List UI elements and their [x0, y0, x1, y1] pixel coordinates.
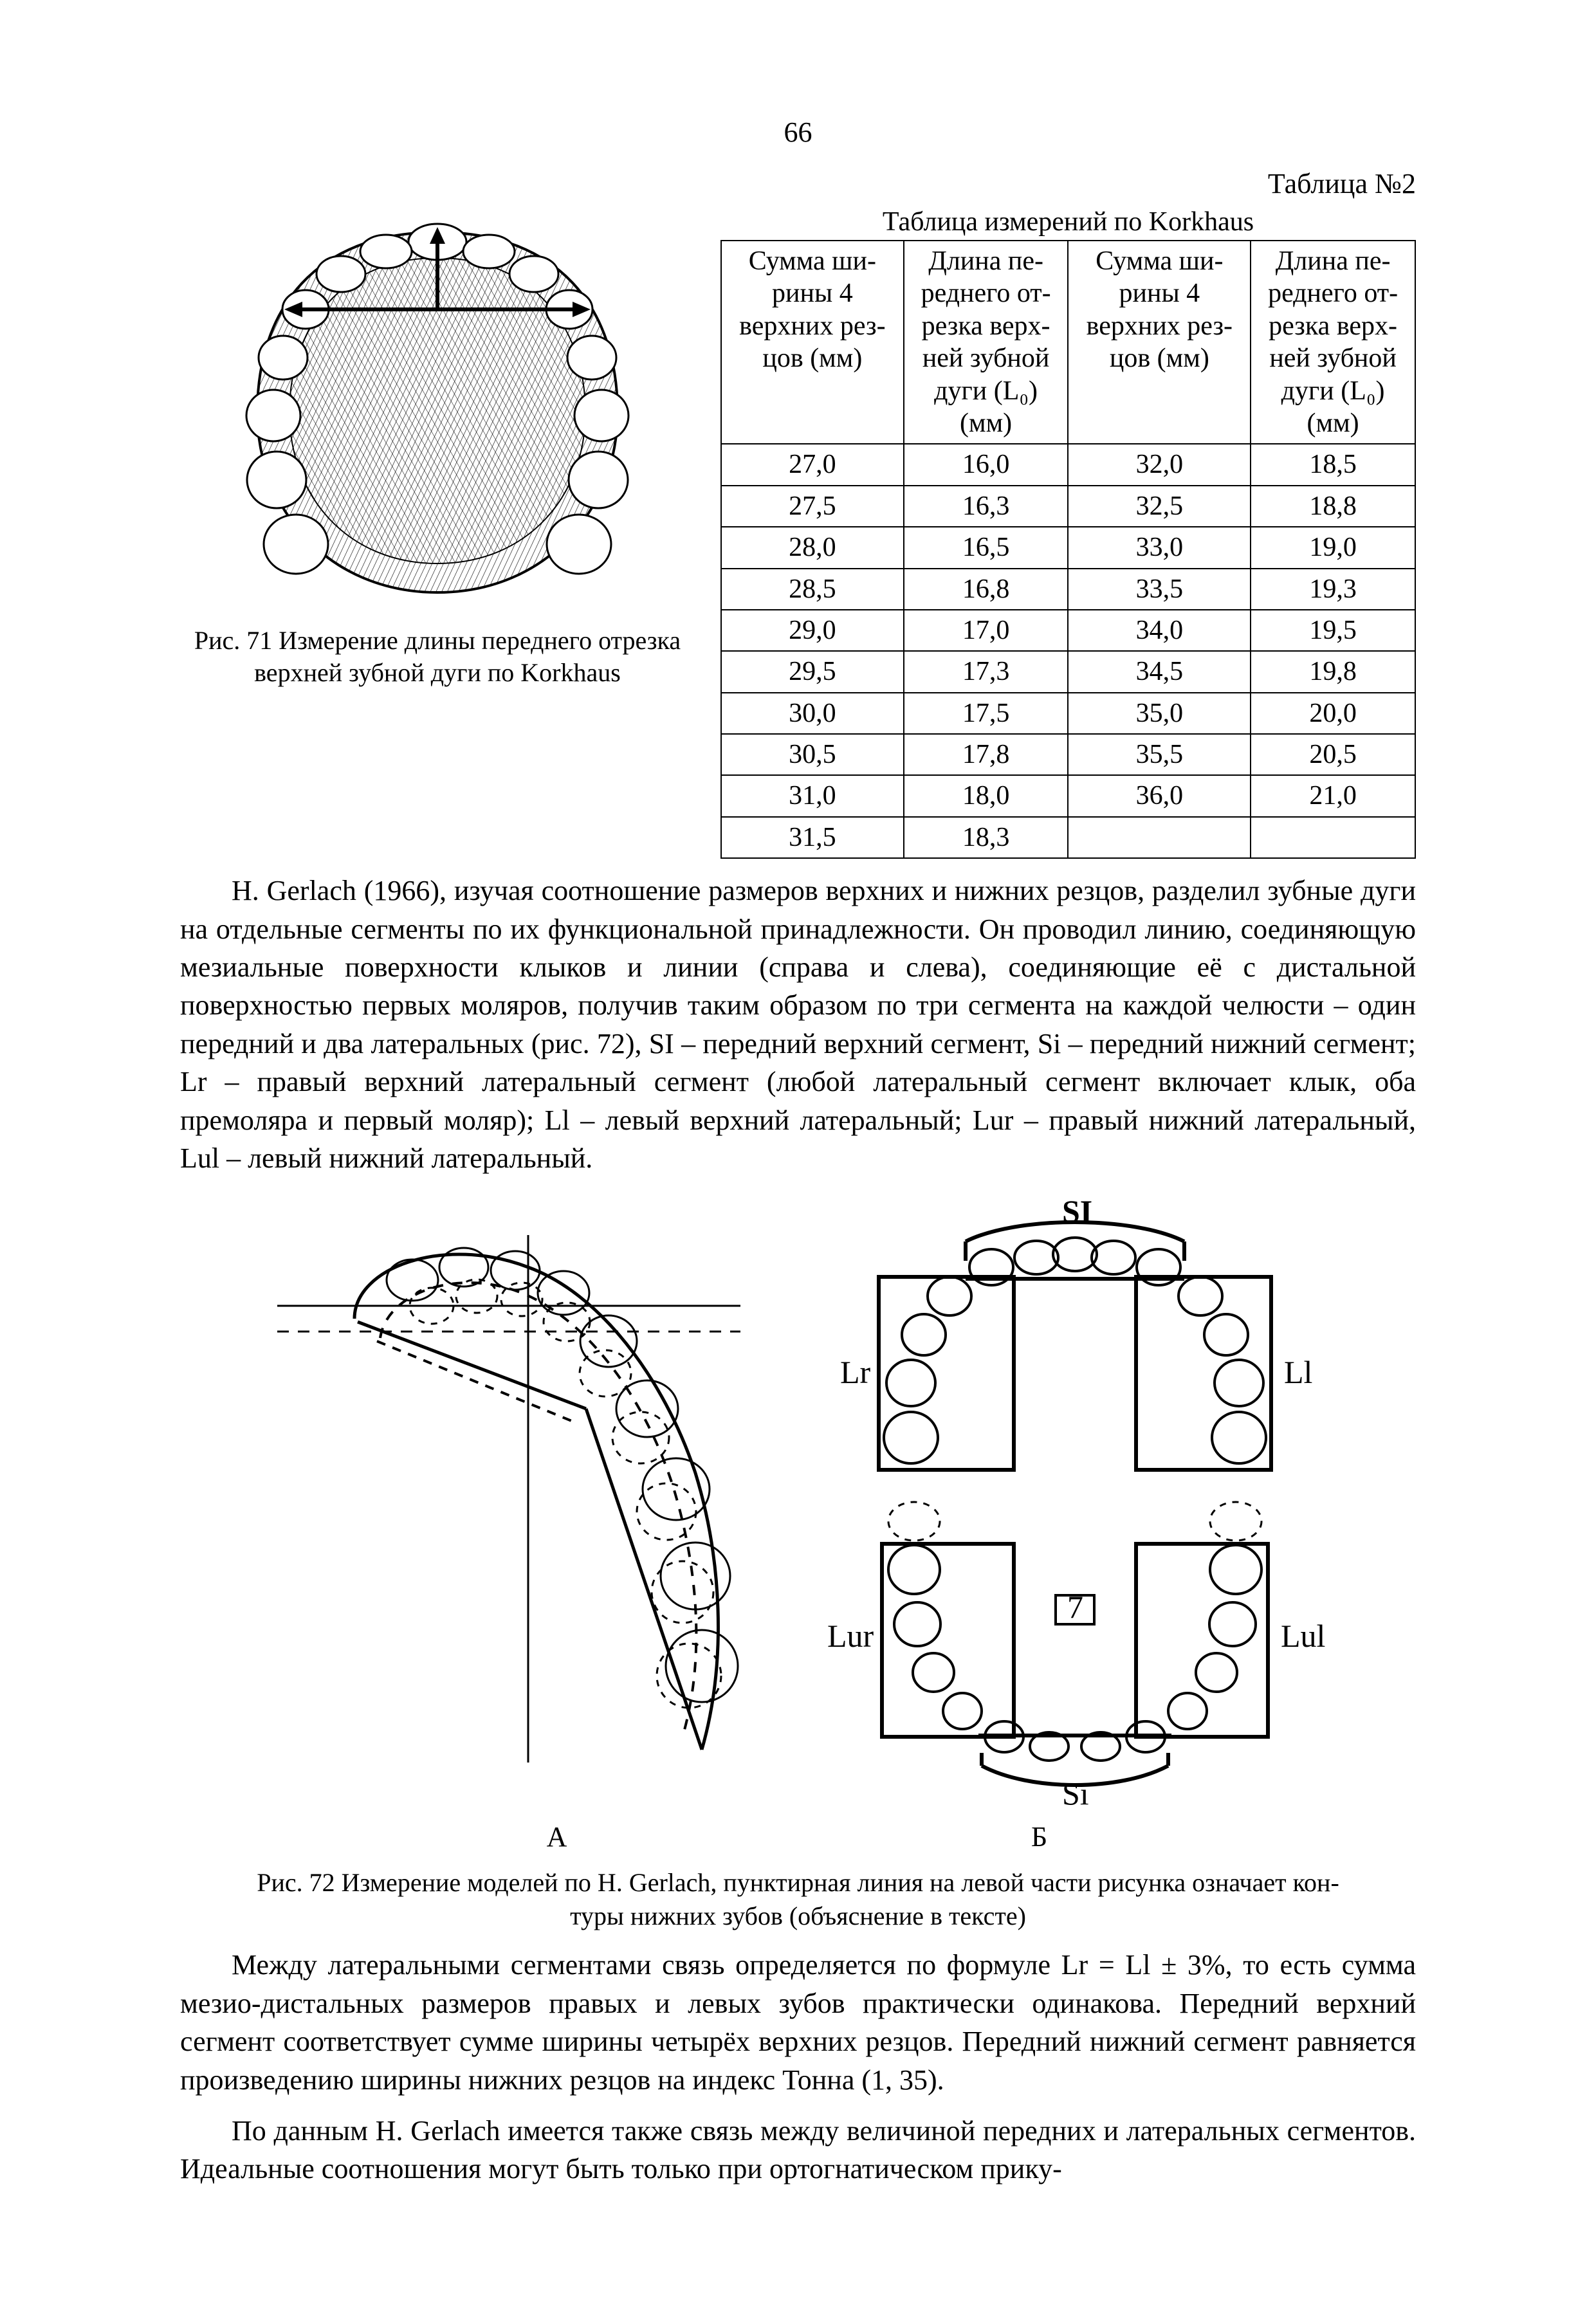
- table-cell: 17,3: [904, 651, 1069, 692]
- page: 66 Таблица №2: [0, 0, 1596, 2317]
- table-cell: 31,0: [721, 775, 904, 816]
- figure-72-panel-a: [277, 1235, 740, 1763]
- table-cell: 17,8: [904, 734, 1069, 775]
- paragraph-2: Между латеральными сегментами связь опре…: [180, 1946, 1416, 2099]
- figure-71-svg: [212, 206, 663, 618]
- label-Si: Si: [1062, 1775, 1089, 1811]
- table-cell: 35,5: [1068, 734, 1251, 775]
- figure-72-svg: SI: [252, 1196, 1345, 1814]
- table-cell: 17,0: [904, 610, 1069, 651]
- table-cell: 20,5: [1251, 734, 1415, 775]
- page-number: 66: [0, 116, 1596, 149]
- table-cell: 33,5: [1068, 569, 1251, 610]
- table-cell: 21,0: [1251, 775, 1415, 816]
- table-cell: 30,5: [721, 734, 904, 775]
- label-Lur: Lur: [827, 1618, 874, 1654]
- table-cell: 18,8: [1251, 486, 1415, 527]
- korkhaus-table-wrap: Таблица измерений по Korkhaus Сумма ши-р…: [720, 206, 1416, 859]
- table-cell: 34,0: [1068, 610, 1251, 651]
- figure-and-table-block: Рис. 71 Измерение длины переднего отрезк…: [180, 206, 1416, 859]
- figure-71-caption: Рис. 71 Измерение длины переднего отрезк…: [180, 625, 695, 689]
- table-header-row: Сумма ши-рины 4верхних рез-цов (мм)Длина…: [721, 241, 1415, 444]
- table-row: 27,516,332,518,8: [721, 486, 1415, 527]
- table-cell: 29,0: [721, 610, 904, 651]
- table-cell: 18,5: [1251, 444, 1415, 485]
- label-SI: SI: [1062, 1196, 1092, 1229]
- label-Lr: Lr: [840, 1354, 871, 1390]
- table-cell: [1068, 817, 1251, 858]
- korkhaus-table-title: Таблица измерений по Korkhaus: [720, 206, 1416, 237]
- table-cell: 16,5: [904, 527, 1069, 568]
- figure-72-caption-line2: туры нижних зубов (объяснение в тексте): [252, 1900, 1345, 1933]
- table-cell: 29,5: [721, 651, 904, 692]
- table-row: 29,517,334,519,8: [721, 651, 1415, 692]
- table-cell: 32,5: [1068, 486, 1251, 527]
- table-cell: [1251, 817, 1415, 858]
- table-cell: 19,8: [1251, 651, 1415, 692]
- table-row: 30,017,535,020,0: [721, 693, 1415, 734]
- figure-71-caption-line1: Рис. 71 Измерение длины переднего отрезк…: [194, 626, 681, 655]
- table-row: 27,016,032,018,5: [721, 444, 1415, 485]
- table-row: 30,517,835,520,5: [721, 734, 1415, 775]
- table-row: 28,016,533,019,0: [721, 527, 1415, 568]
- figure-72-panel-b: SI: [827, 1196, 1325, 1811]
- table-header-cell: Длина пе-реднего от-резка верх-ней зубно…: [904, 241, 1069, 444]
- table-cell: 16,0: [904, 444, 1069, 485]
- table-cell: 28,5: [721, 569, 904, 610]
- table-cell: 19,5: [1251, 610, 1415, 651]
- table-row: 31,518,3: [721, 817, 1415, 858]
- table-header-cell: Сумма ши-рины 4верхних рез-цов (мм): [721, 241, 904, 444]
- table-body: 27,016,032,018,527,516,332,518,828,016,5…: [721, 444, 1415, 858]
- korkhaus-table: Сумма ши-рины 4верхних рез-цов (мм)Длина…: [720, 240, 1416, 859]
- table-header-cell: Длина пе-реднего от-резка верх-ней зубно…: [1251, 241, 1415, 444]
- figure-72-ab-labels: А Б: [316, 1820, 1281, 1853]
- table-cell: 17,5: [904, 693, 1069, 734]
- figure-72-label-B: Б: [798, 1820, 1281, 1853]
- figure-71-caption-line2: верхней зубной дуги по Korkhaus: [254, 658, 621, 687]
- table-header-cell: Сумма ши-рины 4верхних рез-цов (мм): [1068, 241, 1251, 444]
- table-row: 29,017,034,019,5: [721, 610, 1415, 651]
- figure-71: Рис. 71 Измерение длины переднего отрезк…: [180, 206, 695, 689]
- table-row: 28,516,833,519,3: [721, 569, 1415, 610]
- table-cell: 18,0: [904, 775, 1069, 816]
- table-cell: 34,5: [1068, 651, 1251, 692]
- paragraph-1: H. Gerlach (1966), изучая соотношение ра…: [180, 872, 1416, 1177]
- table-cell: 18,3: [904, 817, 1069, 858]
- svg-text:7: 7: [1067, 1589, 1083, 1625]
- table-cell: 28,0: [721, 527, 904, 568]
- table-cell: 36,0: [1068, 775, 1251, 816]
- table-cell: 16,3: [904, 486, 1069, 527]
- table-cell: 33,0: [1068, 527, 1251, 568]
- table-cell: 27,5: [721, 486, 904, 527]
- label-Ll: Ll: [1284, 1354, 1312, 1390]
- table-number-label: Таблица №2: [180, 167, 1416, 200]
- figure-72-caption: Рис. 72 Измерение моделей по H. Gerlach,…: [252, 1866, 1345, 1933]
- figure-72-label-A: А: [316, 1820, 798, 1853]
- table-row: 31,018,036,021,0: [721, 775, 1415, 816]
- figure-72-caption-line1: Рис. 72 Измерение моделей по H. Gerlach,…: [257, 1868, 1339, 1897]
- label-Lul: Lul: [1281, 1618, 1325, 1654]
- table-cell: 20,0: [1251, 693, 1415, 734]
- figure-72: SI: [252, 1196, 1345, 1933]
- table-cell: 32,0: [1068, 444, 1251, 485]
- table-cell: 35,0: [1068, 693, 1251, 734]
- table-cell: 31,5: [721, 817, 904, 858]
- table-cell: 19,0: [1251, 527, 1415, 568]
- paragraph-3: По данным H. Gerlach имеется также связь…: [180, 2112, 1416, 2188]
- table-cell: 16,8: [904, 569, 1069, 610]
- table-cell: 30,0: [721, 693, 904, 734]
- table-cell: 27,0: [721, 444, 904, 485]
- table-cell: 19,3: [1251, 569, 1415, 610]
